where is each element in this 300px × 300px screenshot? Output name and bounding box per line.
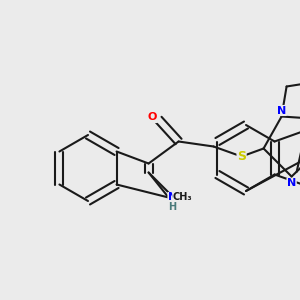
Text: O: O: [148, 112, 157, 122]
Text: N: N: [287, 178, 296, 188]
Text: CH₃: CH₃: [173, 191, 192, 202]
Text: N: N: [277, 106, 286, 116]
Text: H: H: [169, 202, 177, 212]
Text: S: S: [237, 150, 246, 163]
Text: N: N: [168, 193, 177, 202]
